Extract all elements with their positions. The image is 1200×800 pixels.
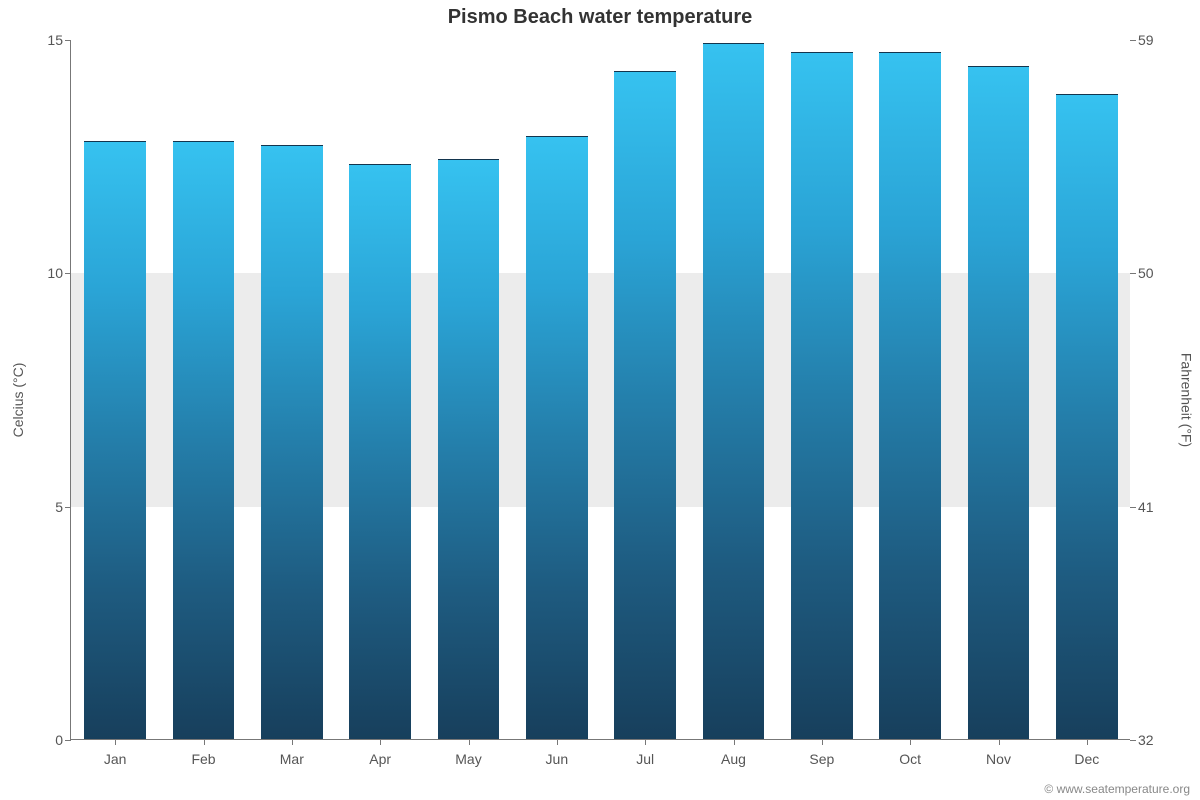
x-label-feb: Feb (191, 751, 215, 767)
y-tick-mark-right (1130, 273, 1136, 274)
bar-jun (526, 136, 588, 739)
x-tick-mark (645, 739, 646, 745)
plot-area: 05101532415059JanFebMarAprMayJunJulAugSe… (70, 40, 1130, 740)
x-tick-mark (115, 739, 116, 745)
bar-sep (791, 52, 853, 739)
y-axis-right-title: Fahrenheit (°F) (1178, 353, 1194, 447)
x-label-apr: Apr (369, 751, 391, 767)
bar-mar (261, 145, 323, 739)
x-tick-mark (1087, 739, 1088, 745)
bar-jul (614, 71, 676, 739)
x-tick-mark (292, 739, 293, 745)
y-tick-label-left: 10 (47, 265, 63, 281)
y-tick-mark-right (1130, 740, 1136, 741)
y-tick-label-left: 15 (47, 32, 63, 48)
y-tick-label-left: 5 (55, 499, 63, 515)
x-tick-mark (734, 739, 735, 745)
x-tick-mark (910, 739, 911, 745)
bar-nov (968, 66, 1030, 739)
x-tick-mark (380, 739, 381, 745)
x-tick-mark (557, 739, 558, 745)
water-temperature-chart: Pismo Beach water temperature Celcius (°… (0, 0, 1200, 800)
x-tick-mark (204, 739, 205, 745)
bar-dec (1056, 94, 1118, 739)
y-tick-label-right: 41 (1138, 499, 1154, 515)
y-tick-label-right: 59 (1138, 32, 1154, 48)
bar-jan (84, 141, 146, 739)
bars-layer (71, 40, 1130, 739)
y-tick-mark-right (1130, 40, 1136, 41)
y-axis-left-title: Celcius (°C) (10, 363, 26, 438)
x-label-mar: Mar (280, 751, 304, 767)
bar-aug (703, 43, 765, 739)
x-label-dec: Dec (1074, 751, 1099, 767)
credit-text: © www.seatemperature.org (1044, 782, 1190, 796)
bar-apr (349, 164, 411, 739)
x-label-oct: Oct (899, 751, 921, 767)
x-label-jul: Jul (636, 751, 654, 767)
x-label-jun: Jun (546, 751, 569, 767)
y-tick-mark-right (1130, 507, 1136, 508)
chart-title: Pismo Beach water temperature (0, 6, 1200, 29)
bar-oct (879, 52, 941, 739)
x-tick-mark (822, 739, 823, 745)
x-label-sep: Sep (809, 751, 834, 767)
x-label-jan: Jan (104, 751, 127, 767)
x-label-aug: Aug (721, 751, 746, 767)
x-label-nov: Nov (986, 751, 1011, 767)
x-tick-mark (999, 739, 1000, 745)
y-tick-mark-left (65, 740, 71, 741)
x-label-may: May (455, 751, 481, 767)
y-tick-label-right: 50 (1138, 265, 1154, 281)
y-tick-label-right: 32 (1138, 732, 1154, 748)
x-tick-mark (469, 739, 470, 745)
y-tick-label-left: 0 (55, 732, 63, 748)
bar-may (438, 159, 500, 739)
bar-feb (173, 141, 235, 739)
